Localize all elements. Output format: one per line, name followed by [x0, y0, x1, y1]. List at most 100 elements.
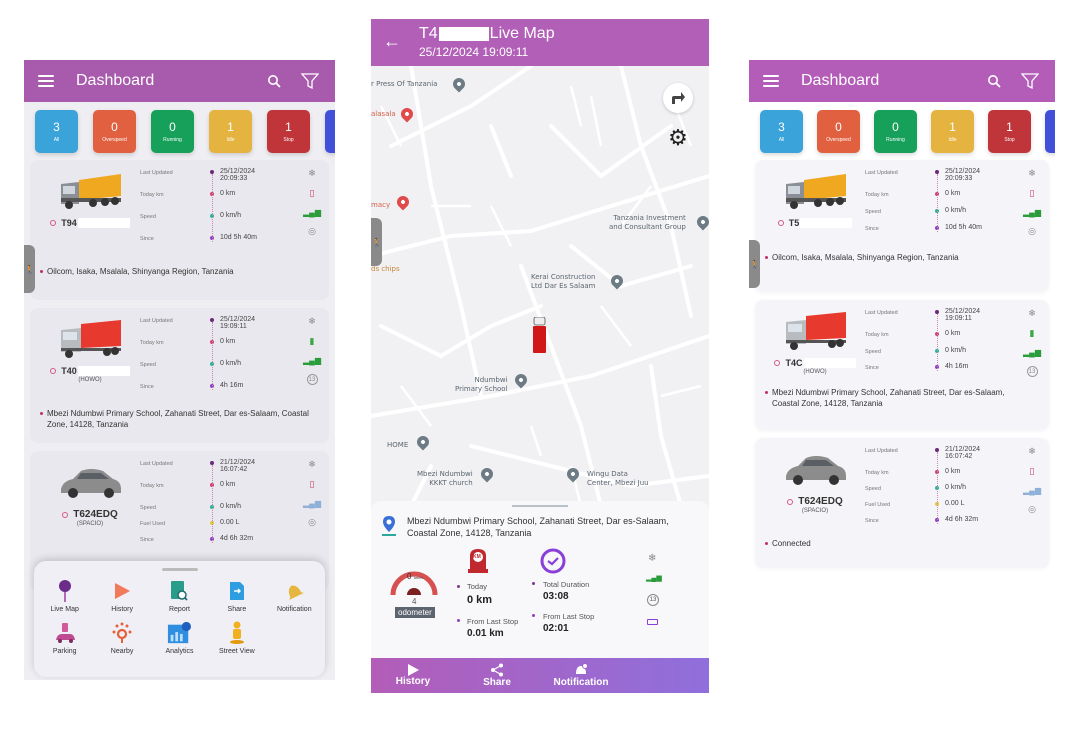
filter-icon[interactable] — [299, 70, 321, 92]
accessibility-handle[interactable]: 🚶 — [749, 240, 760, 288]
page-title: Dashboard — [801, 72, 880, 89]
nav-share[interactable]: Share — [455, 658, 539, 693]
hamburger-icon[interactable] — [763, 75, 779, 87]
filter-icon[interactable] — [1019, 70, 1041, 92]
action-history[interactable]: History — [93, 579, 150, 613]
bell-icon — [282, 579, 306, 603]
value-today-km: 0 km — [945, 190, 961, 197]
map-label-poi: Mbezi Ndumbwi KKKT church — [417, 470, 473, 487]
sheet-drag-handle[interactable] — [161, 568, 198, 571]
road-network — [371, 66, 709, 506]
value-today-km: 0 km — [945, 468, 961, 475]
vehicle-card[interactable]: T5 Last Updated Today km Speed Since 25/… — [755, 160, 1049, 292]
redaction-mask — [800, 218, 853, 228]
map-label-poi: ds chips — [371, 265, 400, 273]
battery-icon — [647, 619, 658, 625]
satellite-count-icon: 13 — [1026, 366, 1038, 377]
status-tile-idle[interactable]: 1 Idle — [931, 110, 974, 153]
accessibility-handle[interactable]: 🚶 — [24, 245, 35, 293]
label-speed: Speed — [865, 486, 881, 492]
action-share[interactable]: Share — [208, 579, 265, 613]
back-arrow-icon[interactable]: ← — [383, 31, 401, 51]
snowflake-icon: ❄ — [1028, 446, 1036, 456]
map-view[interactable]: r Press Of Tanzania alasala macy Tanzani… — [371, 66, 709, 506]
action-parking[interactable]: Parking — [36, 621, 93, 655]
status-tile-stop[interactable]: 1 Stop — [267, 110, 310, 153]
vehicle-marker-truck[interactable] — [533, 316, 546, 353]
vehicle-card[interactable]: T40 (HOWO) Last Updated Today km Speed S… — [30, 308, 329, 443]
vehicle-card[interactable]: T94 Last Updated Today km Speed Since 25… — [30, 160, 329, 300]
redaction-mask — [77, 366, 130, 376]
map-label-poi: Kerai Construction Ltd Dar Es Salaam — [531, 273, 596, 290]
value-today-km: 0 km — [220, 190, 236, 197]
map-label-poi: Wingu Data Center, Mbezi Juu — [587, 470, 649, 487]
directions-button[interactable] — [663, 83, 693, 113]
snowflake-icon: ❄ — [308, 316, 316, 326]
panel-drag-handle[interactable] — [512, 505, 568, 507]
settings-gear-icon[interactable]: ⚙ — [668, 125, 688, 150]
map-label-poi: Ndumbwi Primary School — [455, 376, 508, 393]
action-live-map[interactable]: Live Map — [36, 579, 93, 613]
vehicle-plate: T624EDQ — [62, 509, 118, 520]
status-tile-all[interactable]: 3 All — [35, 110, 78, 153]
action-nearby[interactable]: Nearby — [93, 621, 150, 655]
vehicle-info-panel: Mbezi Ndumbwi Primary School, Zahanati S… — [371, 501, 709, 658]
label-since: Since — [140, 236, 154, 242]
search-icon[interactable] — [263, 70, 285, 92]
label-speed: Speed — [865, 349, 881, 355]
status-tile-idle[interactable]: 1 Idle — [209, 110, 252, 153]
app-bar: Dashboard — [749, 60, 1055, 102]
hamburger-icon[interactable] — [38, 75, 54, 87]
status-tile-stop[interactable]: 1 Stop — [988, 110, 1031, 153]
action-street-view[interactable]: Street View — [208, 621, 265, 655]
label-speed: Speed — [140, 214, 156, 220]
nearby-icon — [110, 621, 134, 645]
analytics-icon — [167, 621, 192, 645]
value-last-updated: 25/12/2024 19:09:11 — [220, 316, 256, 330]
play-icon — [110, 579, 134, 603]
label-fuel-used: Fuel Used — [865, 502, 891, 508]
status-tile-all[interactable]: 3 All — [760, 110, 803, 153]
label-fuel-used: Fuel Used — [140, 521, 166, 527]
status-tile-unreachable[interactable]: U — [1045, 110, 1055, 153]
action-analytics[interactable]: Analytics — [151, 621, 208, 655]
label-last-updated: Last Updated — [865, 170, 898, 176]
status-tile-overspeed[interactable]: 0 Overspeed — [817, 110, 860, 153]
vehicle-card[interactable]: T4C (HOWO) Last Updated Today km Speed S… — [755, 300, 1049, 430]
battery-full-icon: ▮ — [309, 336, 315, 346]
nav-notification[interactable]: Notification — [539, 658, 623, 693]
status-tile-unreachable[interactable]: U — [325, 110, 335, 153]
gps-target-icon: ◎ — [308, 517, 316, 527]
nav-history[interactable]: History — [371, 658, 455, 693]
gps-target-icon: ◎ — [1028, 226, 1036, 236]
label-since: Since — [140, 384, 154, 390]
live-map-screen: ← T4 Live Map 25/12/2024 19:09:11 — [371, 19, 709, 693]
value-last-updated: 25/12/2024 19:09:11 — [945, 308, 981, 322]
vehicle-card[interactable]: T624EDQ (SPACIO) Last Updated Today km S… — [755, 438, 1049, 568]
action-notification[interactable]: Notification — [266, 579, 323, 613]
report-icon — [167, 579, 191, 603]
value-today-km: 0 km — [945, 330, 961, 337]
status-tile-overspeed[interactable]: 0 Overspeed — [93, 110, 136, 153]
signal-icon: ▂▄▆ — [303, 208, 321, 217]
value-fuel-used: 0.00 L — [945, 500, 965, 507]
speedometer-gauge: 0 km/h — [389, 567, 439, 597]
accessibility-handle[interactable]: 🚶 — [371, 218, 382, 266]
total-duration-value: 03:08 — [543, 591, 569, 602]
km-badge-icon: KM — [467, 547, 489, 575]
vehicle-plate: T5 — [777, 218, 853, 228]
status-tile-running[interactable]: 0 Running — [874, 110, 917, 153]
label-today-km: Today km — [140, 340, 164, 346]
value-since: 10d 5h 40m — [220, 234, 257, 241]
value-speed: 0 km/h — [220, 360, 242, 367]
action-report[interactable]: Report — [151, 579, 208, 613]
value-speed: 0 km/h — [945, 207, 967, 214]
vehicle-plate: T624EDQ — [787, 496, 843, 507]
satellite-count-icon: 13 — [647, 594, 659, 606]
value-fuel-used: 0.00 L — [220, 519, 240, 526]
status-tile-running[interactable]: 0 Running — [151, 110, 194, 153]
label-today-km: Today km — [865, 332, 889, 338]
signal-icon: ▂▄▆ — [646, 575, 662, 582]
search-icon[interactable] — [983, 70, 1005, 92]
